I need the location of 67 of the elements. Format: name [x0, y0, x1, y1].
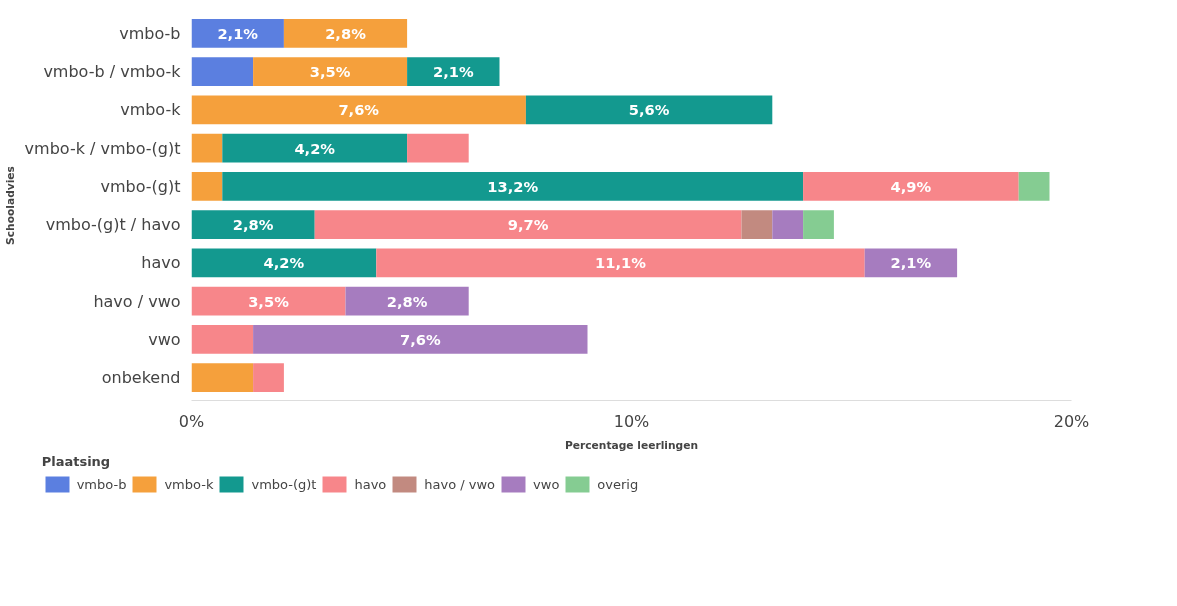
data-label: 5,6%: [628, 101, 670, 119]
y-tick-label: onbekend: [101, 368, 181, 388]
bar: [376, 248, 865, 278]
bar: [803, 210, 834, 239]
y-tick-label: vmbo-k: [120, 100, 182, 120]
data-label: 2,1%: [432, 63, 474, 81]
bar: [191, 286, 346, 316]
bar: [191, 210, 315, 239]
y-tick-label: vmbo-b / vmbo-k: [43, 62, 182, 82]
data-label: 4,2%: [294, 139, 336, 157]
data-label: 4,2%: [263, 254, 305, 272]
data-label: 2,8%: [232, 216, 274, 234]
y-tick-label: havo: [141, 253, 181, 273]
data-label: 2,8%: [325, 24, 367, 42]
bar: [525, 95, 773, 125]
data-label: 2,1%: [890, 254, 932, 272]
bar: [253, 57, 408, 87]
data-label: 13,2%: [487, 177, 539, 195]
bar: [222, 133, 408, 163]
y-tick-label: vwo: [148, 329, 181, 349]
bar: [407, 57, 500, 87]
legend-label: havo / vwo: [424, 476, 496, 492]
bar: [191, 324, 254, 354]
bar: [191, 57, 254, 87]
bar: [191, 95, 526, 125]
x-tick-label: 20%: [1053, 411, 1090, 431]
bar: [407, 133, 469, 163]
bar: [191, 248, 377, 278]
legend-label: overig: [597, 476, 639, 492]
bar: [803, 172, 1019, 201]
legend-label: havo: [354, 476, 387, 492]
y-tick-label: vmbo-(g)t: [100, 176, 181, 196]
bar: [345, 286, 469, 316]
legend-label: vmbo-k: [164, 476, 214, 492]
y-tick-label: vmbo-k / vmbo-(g)t: [24, 138, 181, 158]
data-label: 9,7%: [507, 216, 549, 234]
x-tick-label: 10%: [613, 411, 650, 431]
data-label: 11,1%: [595, 254, 647, 272]
bar: [1018, 172, 1050, 201]
y-axis-title: Schooladvies: [3, 166, 17, 245]
data-label: 2,1%: [217, 24, 259, 42]
legend-label: vwo: [533, 476, 560, 492]
bar: [314, 210, 742, 239]
bar: [191, 19, 284, 48]
bar: [191, 363, 254, 392]
data-label: 4,9%: [890, 177, 932, 195]
y-tick-label: havo / vwo: [93, 291, 181, 311]
legend-title: Plaatsing: [41, 454, 112, 469]
data-label: 3,5%: [248, 292, 290, 310]
bar: [222, 172, 804, 201]
data-label: 7,6%: [338, 101, 380, 119]
y-tick-label: vmbo-(g)t / havo: [45, 215, 181, 235]
legend-label: vmbo-b: [76, 476, 127, 492]
legend-label: vmbo-(g)t: [251, 476, 317, 492]
y-tick-label: vmbo-b: [119, 23, 181, 43]
bar: [191, 133, 223, 163]
bar: [191, 172, 223, 201]
bar: [741, 210, 773, 239]
bar: [253, 363, 284, 392]
bar: [772, 210, 804, 239]
x-tick-label: 0%: [178, 411, 205, 431]
data-label: 3,5%: [309, 63, 351, 81]
data-label: 2,8%: [386, 292, 428, 310]
bar: [253, 324, 588, 354]
bar: [283, 19, 408, 48]
data-label: 7,6%: [399, 330, 441, 348]
x-axis-title: Percentage leerlingen: [565, 438, 698, 452]
